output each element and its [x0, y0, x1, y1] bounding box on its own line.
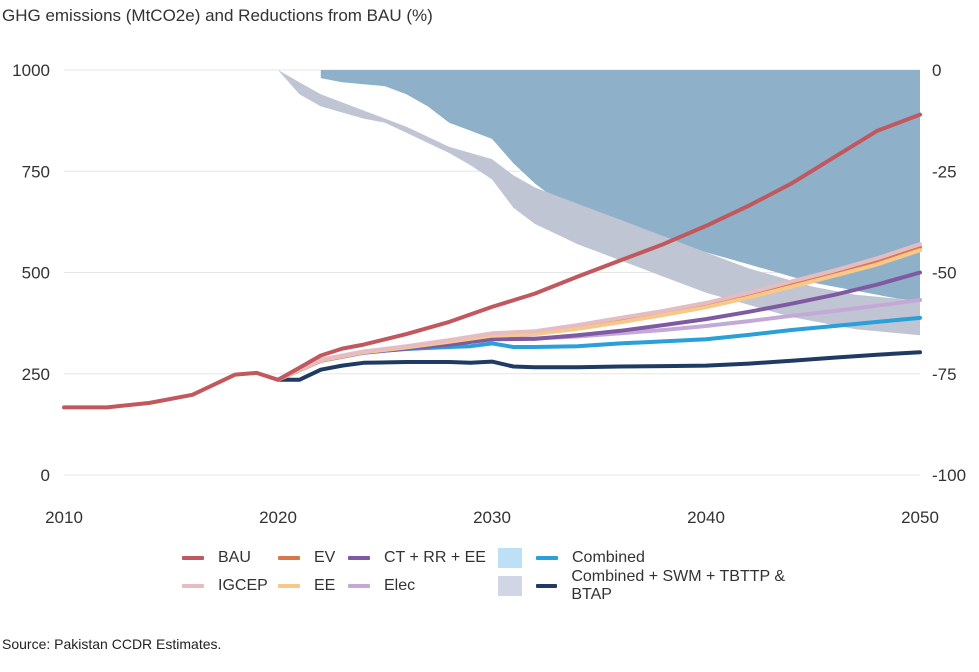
- legend-line-swatch: [536, 556, 558, 560]
- legend-item: CT + RR + EE: [348, 547, 486, 569]
- legend-line-swatch: [278, 584, 300, 588]
- legend-item: IGCEP: [182, 575, 268, 597]
- y2-tick-label: -100: [932, 466, 966, 485]
- area-combined: [320, 70, 920, 301]
- legend-item: Combined + SWM + TBTTP & BTAP: [536, 568, 822, 603]
- legend-line-swatch: [536, 584, 558, 588]
- legend-item: EE: [278, 575, 335, 597]
- legend-item: [498, 547, 534, 569]
- legend-label: CT + RR + EE: [384, 549, 486, 566]
- legend-label: Elec: [384, 577, 416, 594]
- x-tick-label: 2020: [259, 508, 297, 527]
- chart-title: GHG emissions (MtCO2e) and Reductions fr…: [2, 6, 433, 25]
- legend-label: IGCEP: [218, 577, 268, 594]
- legend-line-swatch: [348, 584, 370, 588]
- legend-area-swatch: [498, 576, 522, 596]
- series-line-bau: [62, 112, 922, 410]
- y2-tick-label: -25: [932, 162, 957, 181]
- y-tick-label: 1000: [12, 61, 50, 80]
- series-line-combined-swm-tbttp-btap: [276, 350, 922, 382]
- y-tick-label: 750: [22, 162, 50, 181]
- legend-line-swatch: [182, 584, 204, 588]
- legend-label: BAU: [218, 549, 251, 566]
- legend-item: BAU: [182, 547, 251, 569]
- y-tick-label: 250: [22, 365, 50, 384]
- legend-item: Elec: [348, 575, 415, 597]
- legend-line-swatch: [182, 556, 204, 560]
- legend-label: EV: [314, 549, 336, 566]
- series-line-igcep: [276, 242, 922, 382]
- legend-line-swatch: [278, 556, 300, 560]
- line-layer: [62, 112, 922, 410]
- legend-line-swatch: [348, 556, 370, 560]
- legend-area-swatch: [498, 548, 522, 568]
- legend-label: EE: [314, 577, 336, 594]
- y-tick-label: 500: [22, 264, 50, 283]
- source-note: Source: Pakistan CCDR Estimates.: [2, 636, 222, 652]
- legend-item: EV: [278, 547, 335, 569]
- y2-tick-label: -50: [932, 264, 957, 283]
- legend: BAU IGCEP EV EE CT + RR + EE Elec Combined Comb…: [182, 547, 822, 603]
- legend-item: [498, 575, 534, 597]
- x-tick-label: 2030: [473, 508, 511, 527]
- x-tick-label: 2040: [687, 508, 725, 527]
- legend-item: Combined: [536, 547, 645, 569]
- y-tick-label: 0: [41, 466, 50, 485]
- x-tick-label: 2050: [901, 508, 939, 527]
- x-tick-label: 2010: [45, 508, 83, 527]
- legend-label: Combined: [572, 549, 645, 566]
- axis-layer: 0 250 500 750 1000 0 -25 -50 -75 -100 2010 2020 2030…: [12, 61, 966, 527]
- chart-svg: 0 250 500 750 1000 0 -25 -50 -75 -100 2010 2020 2030…: [12, 61, 966, 527]
- y2-tick-label: 0: [932, 61, 941, 80]
- legend-label: Combined + SWM + TBTTP & BTAP: [571, 568, 786, 603]
- y2-tick-label: -75: [932, 365, 957, 384]
